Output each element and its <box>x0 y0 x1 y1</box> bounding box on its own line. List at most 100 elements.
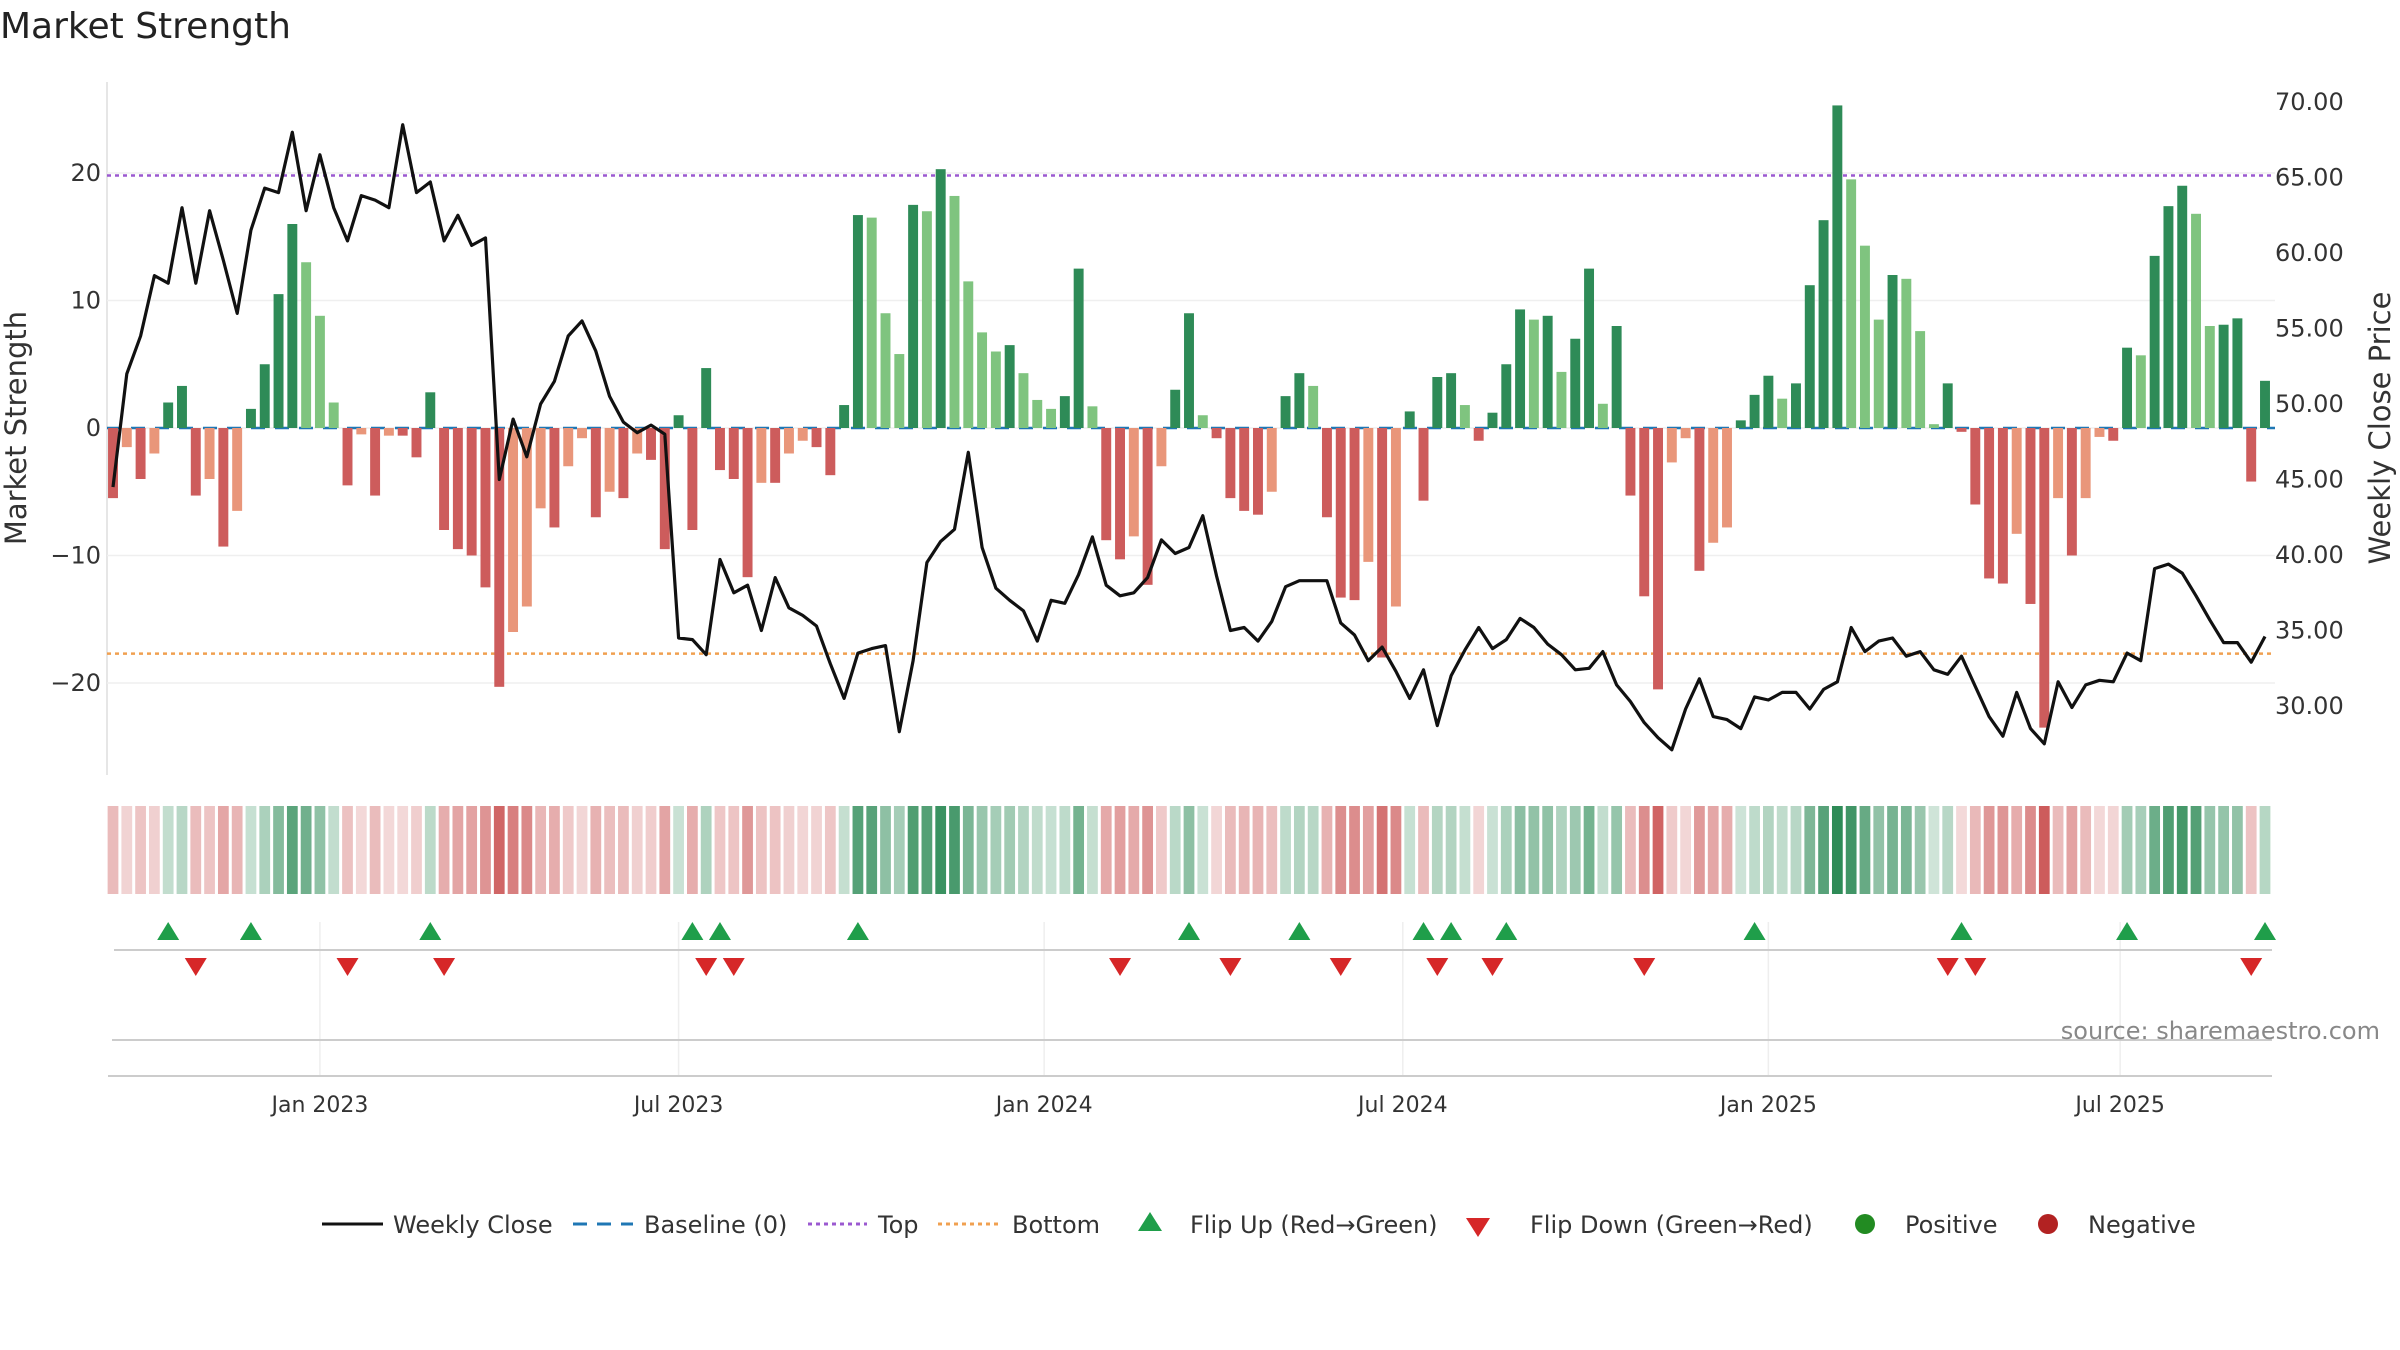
legend-flip-down: Flip Down (Green→Red) <box>1530 1211 1813 1239</box>
heat-cell <box>1266 806 1278 894</box>
heat-cell <box>921 806 933 894</box>
heat-cell <box>1776 806 1788 894</box>
heat-cell <box>2232 806 2243 894</box>
heat-cell <box>424 806 436 894</box>
left-tick-label: 0 <box>86 414 101 442</box>
strength-bar <box>1528 319 1539 428</box>
legend-flip-down-swatch <box>1466 1218 1490 1237</box>
flip-up-marker <box>1288 922 1311 940</box>
heat-cell <box>866 806 878 894</box>
strength-bar <box>2149 255 2160 428</box>
flip-down-marker <box>1964 958 1987 976</box>
heat-cell <box>1045 806 1057 894</box>
strength-bar <box>1487 412 1498 428</box>
grid-layer <box>107 172 2275 1076</box>
strength-bar <box>1404 411 1415 428</box>
strength-bar <box>218 428 229 547</box>
strength-bar <box>894 354 905 428</box>
strength-bar <box>715 428 725 471</box>
heat-cell <box>1197 806 1209 894</box>
strength-bar <box>1004 345 1015 428</box>
strength-bar <box>590 428 601 518</box>
heat-cell <box>1873 806 1885 894</box>
heat-cell <box>1514 806 1526 894</box>
strength-bar <box>1708 428 1719 543</box>
strength-bar <box>383 428 394 436</box>
strength-bar <box>1735 420 1746 428</box>
heat-cell <box>1928 806 1940 894</box>
heat-cell <box>493 806 505 894</box>
heat-cell <box>1611 806 1623 894</box>
strength-bar <box>1418 428 1429 501</box>
strength-bar <box>466 428 477 556</box>
flip-down-marker <box>1219 958 1242 976</box>
heat-cell <box>797 806 809 894</box>
strength-bar <box>1115 428 1125 560</box>
strength-bar <box>1556 371 1567 428</box>
strength-bar <box>687 428 698 530</box>
left-tick-label: 10 <box>70 287 101 315</box>
strength-bar <box>1335 428 1346 598</box>
right-tick-label: 45.00 <box>2275 466 2344 494</box>
flip-down-marker <box>1426 958 1449 976</box>
heat-cell <box>1942 806 1954 894</box>
legend-weekly-close: Weekly Close <box>393 1211 553 1239</box>
flip-down-marker <box>1109 958 1132 976</box>
strength-bar <box>1984 428 1995 579</box>
flip-down-marker <box>336 958 359 976</box>
legend-positive-swatch <box>1855 1214 1875 1234</box>
flip-up-marker <box>157 922 180 940</box>
strength-bar <box>245 408 256 428</box>
strength-bar <box>1087 406 1098 428</box>
heat-cell <box>1721 806 1733 894</box>
heat-cell <box>466 806 478 894</box>
heat-cell <box>1418 806 1429 894</box>
heat-cell <box>259 806 271 894</box>
strength-bar <box>1680 428 1691 439</box>
heat-cell <box>2107 806 2119 894</box>
strength-bar <box>646 428 656 460</box>
flip-up-marker <box>1743 922 1766 940</box>
heat-cell <box>687 806 698 894</box>
heat-cell <box>645 806 657 894</box>
strength-bar <box>2080 428 2091 499</box>
strength-bar <box>1777 398 1788 428</box>
strength-bar <box>494 428 505 687</box>
strength-bar <box>1956 428 1967 432</box>
strength-bar <box>328 402 339 428</box>
left-tick-label: −10 <box>50 542 101 570</box>
strength-bar <box>1501 364 1512 428</box>
heat-cell <box>1859 806 1871 894</box>
strength-bar <box>1639 428 1650 597</box>
strength-bar <box>977 332 988 428</box>
legend-flip-up-swatch <box>1138 1212 1162 1231</box>
strength-bar <box>963 281 974 428</box>
strength-bar <box>728 428 739 479</box>
heat-cell <box>1225 806 1236 894</box>
strength-bar <box>1611 326 1622 428</box>
strength-bar <box>742 428 753 578</box>
strength-bar <box>659 428 670 550</box>
heat-cell <box>328 806 340 894</box>
heat-cell <box>314 806 326 894</box>
right-tick-label: 65.00 <box>2275 164 2344 192</box>
chart-title: Market Strength <box>0 6 291 47</box>
strength-bar <box>1970 428 1981 505</box>
strength-bar <box>1170 389 1181 428</box>
heat-cell <box>397 806 409 894</box>
heat-cell <box>1100 806 1112 894</box>
heat-cell <box>107 806 119 894</box>
heat-cell <box>907 806 919 894</box>
heat-cell <box>369 806 381 894</box>
strength-bar <box>563 428 574 467</box>
strength-bar <box>1018 373 1029 428</box>
flip-down-marker <box>2240 958 2263 976</box>
heat-strip <box>107 806 2271 894</box>
heat-cell <box>2218 806 2229 894</box>
heat-cell <box>1887 806 1898 894</box>
heat-cell <box>2121 806 2133 894</box>
strength-bar <box>949 195 960 428</box>
heat-cell <box>824 806 836 894</box>
heat-cell <box>2163 806 2174 894</box>
